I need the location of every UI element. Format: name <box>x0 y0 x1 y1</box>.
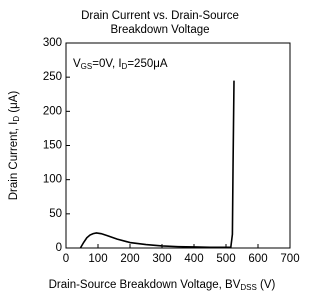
annotation-part: GS <box>81 62 93 71</box>
chart-title: Drain Current vs. Drain-Source <box>81 10 239 22</box>
x-tick-label: 200 <box>120 253 139 265</box>
annotation-part: D <box>122 62 128 71</box>
y-tick-label: 300 <box>43 37 62 49</box>
x-axis-label: Drain-Source Breakdown Voltage, BVDSS (V… <box>49 279 276 292</box>
x-tick-label: 500 <box>216 253 235 265</box>
data-line <box>79 80 235 249</box>
y-tick-label: 100 <box>43 174 62 186</box>
x-tick-label: 600 <box>248 253 267 265</box>
x-tick-label: 300 <box>152 253 171 265</box>
x-axis-label-part: Drain-Source Breakdown Voltage, BV <box>49 279 241 291</box>
y-tick-label: 250 <box>43 71 62 83</box>
y-tick-label: 0 <box>56 242 62 254</box>
y-axis-label-part: Drain Current, I <box>8 122 20 201</box>
x-tick-label: 700 <box>280 253 299 265</box>
x-axis-label-part: (V) <box>257 279 276 291</box>
chart-title: Breakdown Voltage <box>110 24 209 36</box>
x-axis-label-part: DSS <box>240 283 256 292</box>
x-tick-label: 400 <box>184 253 203 265</box>
y-axis-label-part: D <box>12 116 21 122</box>
annotation: VGS=0V, ID=250μA <box>73 58 168 71</box>
chart: Drain Current vs. Drain-Source Breakdown… <box>8 10 300 292</box>
x-tick-label: 0 <box>63 253 69 265</box>
y-axis-label-part: (μA) <box>8 91 20 116</box>
y-tick-label: 200 <box>43 105 62 117</box>
y-tick-label: 50 <box>49 208 62 220</box>
plot-frame <box>65 42 291 249</box>
annotation-part: =0V, I <box>92 58 121 70</box>
annotation-part: V <box>73 58 81 70</box>
x-tick-label: 100 <box>88 253 107 265</box>
annotation-part: =250μA <box>127 58 168 70</box>
y-axis-label: Drain Current, ID (μA) <box>8 91 21 201</box>
y-tick-label: 150 <box>43 140 62 152</box>
